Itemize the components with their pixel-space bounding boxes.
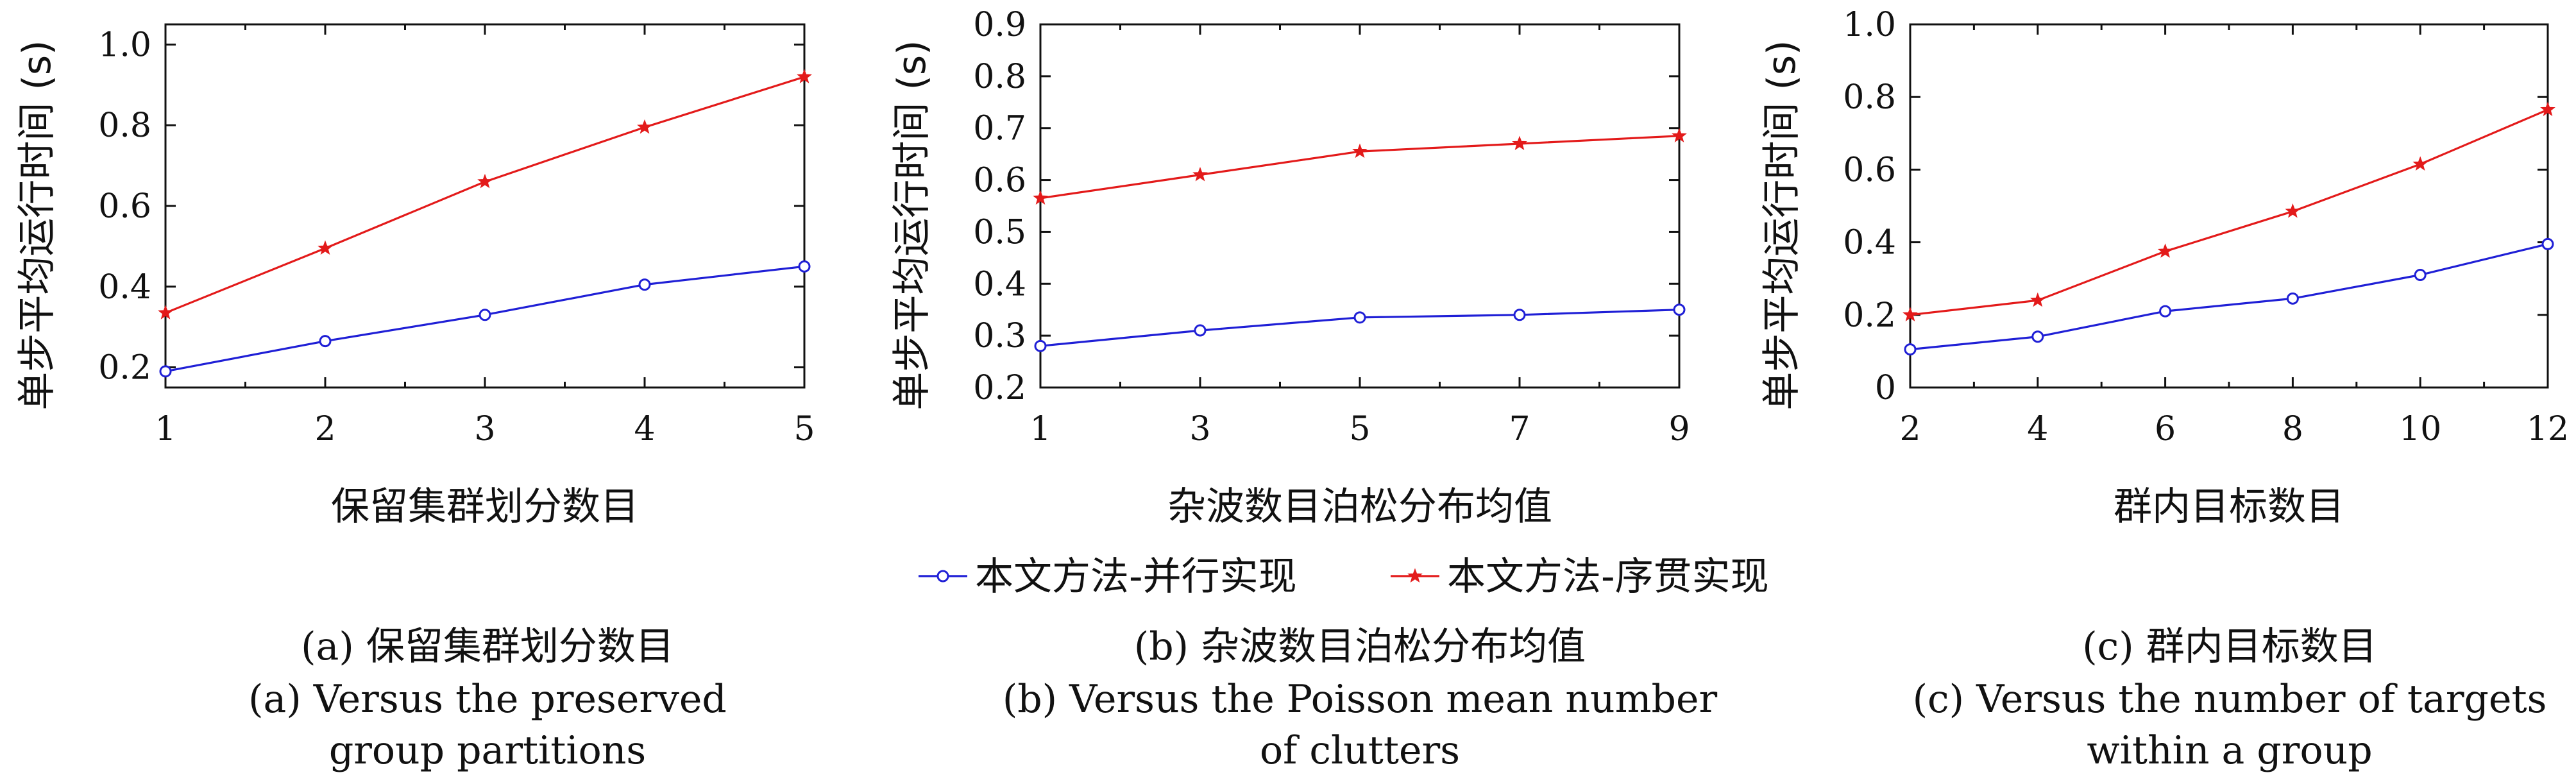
y-tick-label: 0.7 <box>973 110 1026 148</box>
y-tick-label: 0.2 <box>98 349 151 388</box>
y-axis-label: 单步平均运行时间 (s) <box>15 40 60 410</box>
data-point-parallel <box>1194 324 1207 337</box>
x-tick-label: 9 <box>1668 410 1690 448</box>
y-tick-label: 0.8 <box>1843 78 1896 117</box>
x-tick-label: 6 <box>2155 410 2176 448</box>
caption-cn: (c) 群内目标数目 <box>2082 624 2377 669</box>
data-point-parallel <box>2159 305 2172 318</box>
y-tick-label: 0.9 <box>973 6 1026 44</box>
data-point-parallel <box>638 278 651 291</box>
data-point-serial <box>318 240 333 255</box>
plot-frame <box>1909 23 2549 389</box>
data-point-parallel <box>1353 311 1366 324</box>
data-point-parallel <box>2031 330 2044 343</box>
data-point-parallel <box>319 335 332 348</box>
caption-en: of clutters <box>1260 728 1460 773</box>
y-axis-label: 单步平均运行时间 (s) <box>890 40 935 410</box>
y-tick-label: 0.6 <box>98 187 151 226</box>
caption-en: (c) Versus the number of targets <box>1913 677 2547 722</box>
y-tick-label: 0 <box>1875 369 1896 407</box>
y-tick-label: 0.4 <box>973 265 1026 303</box>
caption-en: (b) Versus the Poisson mean number <box>1003 677 1718 722</box>
data-point-parallel <box>1904 343 1917 356</box>
x-tick-label: 1 <box>1030 410 1051 448</box>
caption-cn: (a) 保留集群划分数目 <box>301 624 674 669</box>
caption-cn: (b) 杂波数目泊松分布均值 <box>1134 624 1586 669</box>
data-point-serial <box>1512 135 1527 151</box>
data-point-serial <box>2285 203 2301 218</box>
x-tick-label: 1 <box>155 410 176 448</box>
x-tick-label: 3 <box>474 410 495 448</box>
x-tick-label: 12 <box>2527 410 2569 448</box>
x-tick-label: 8 <box>2282 410 2303 448</box>
plot-frame <box>164 23 806 389</box>
y-tick-label: 0.8 <box>98 106 151 145</box>
data-point-serial <box>797 69 812 83</box>
data-point-serial <box>1352 143 1368 158</box>
x-tick-label: 10 <box>2399 410 2441 448</box>
data-point-parallel <box>159 365 172 378</box>
x-tick-label: 5 <box>1349 410 1370 448</box>
data-point-serial <box>2412 156 2428 171</box>
data-point-parallel <box>479 309 491 321</box>
data-point-serial <box>637 119 652 134</box>
data-point-serial <box>1033 190 1048 205</box>
data-point-parallel <box>1034 339 1047 352</box>
data-point-serial <box>2157 243 2173 258</box>
x-axis-label: 杂波数目泊松分布均值 <box>1167 484 1552 529</box>
legend-label-parallel: 本文方法-并行实现 <box>975 554 1297 599</box>
data-point-parallel <box>2541 237 2554 250</box>
data-point-serial <box>1192 167 1208 182</box>
data-point-serial <box>1672 128 1687 142</box>
data-point-parallel <box>2286 292 2299 305</box>
data-point-parallel <box>1513 309 1526 321</box>
caption-en: group partitions <box>329 728 646 773</box>
data-point-parallel <box>2414 269 2427 282</box>
x-tick-label: 2 <box>1899 410 1920 448</box>
x-tick-label: 7 <box>1509 410 1530 448</box>
data-point-parallel <box>1673 303 1686 316</box>
x-axis-label: 保留集群划分数目 <box>331 484 639 529</box>
series-line-serial <box>1910 108 2548 316</box>
y-tick-label: 0.4 <box>98 268 151 307</box>
y-tick-label: 0.2 <box>1843 296 1896 335</box>
data-point-parallel <box>798 260 811 273</box>
y-tick-label: 0.4 <box>1843 224 1896 262</box>
x-tick-label: 4 <box>634 410 655 448</box>
x-tick-label: 4 <box>2027 410 2048 448</box>
y-tick-label: 0.3 <box>973 317 1026 355</box>
legend-label-serial: 本文方法-序贯实现 <box>1447 554 1769 599</box>
plot-frame <box>1039 23 1681 389</box>
y-tick-label: 1.0 <box>1843 6 1896 44</box>
data-point-serial <box>2540 101 2555 117</box>
data-point-serial <box>158 305 173 319</box>
x-tick-label: 2 <box>314 410 335 448</box>
x-axis-label: 群内目标数目 <box>2114 484 2344 529</box>
data-point-serial <box>477 173 493 189</box>
y-tick-label: 1.0 <box>98 26 151 64</box>
y-axis-label: 单步平均运行时间 (s) <box>1759 40 1804 410</box>
x-tick-label: 5 <box>793 410 815 448</box>
y-tick-label: 0.2 <box>973 369 1026 407</box>
legend-marker-serial <box>1407 568 1423 583</box>
x-tick-label: 3 <box>1189 410 1210 448</box>
y-tick-label: 0.8 <box>973 58 1026 96</box>
caption-en: (a) Versus the preserved <box>248 677 727 722</box>
y-tick-label: 0.5 <box>973 213 1026 251</box>
y-tick-label: 0.6 <box>1843 151 1896 189</box>
legend-marker-parallel <box>936 570 949 583</box>
y-tick-label: 0.6 <box>973 162 1026 200</box>
data-point-serial <box>1902 307 1918 321</box>
data-point-serial <box>2029 292 2046 307</box>
caption-en: within a group <box>2087 728 2372 773</box>
series-line-parallel <box>1910 243 2548 351</box>
